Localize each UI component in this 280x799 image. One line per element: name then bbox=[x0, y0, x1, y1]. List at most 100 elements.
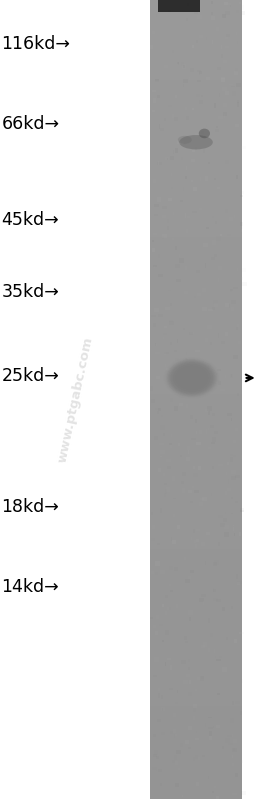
Bar bbox=[221, 54, 223, 58]
Bar bbox=[150, 551, 242, 554]
Bar bbox=[208, 648, 210, 652]
Bar bbox=[191, 180, 193, 182]
Bar bbox=[168, 290, 171, 292]
Bar bbox=[168, 198, 172, 201]
Bar bbox=[150, 759, 242, 761]
Bar bbox=[150, 538, 242, 541]
Bar bbox=[185, 265, 187, 270]
Bar bbox=[150, 711, 242, 714]
Bar bbox=[150, 296, 242, 298]
Bar bbox=[169, 584, 171, 586]
Bar bbox=[195, 133, 198, 137]
Bar bbox=[150, 458, 242, 461]
Bar bbox=[172, 113, 174, 118]
Bar bbox=[216, 58, 218, 59]
Bar bbox=[150, 631, 242, 634]
Bar bbox=[150, 360, 242, 362]
Bar bbox=[227, 734, 232, 737]
Bar bbox=[237, 102, 239, 107]
Bar bbox=[150, 797, 242, 799]
Bar bbox=[150, 599, 242, 602]
Bar bbox=[221, 78, 225, 82]
Bar bbox=[186, 403, 188, 408]
Bar bbox=[214, 103, 216, 108]
Bar bbox=[220, 234, 222, 236]
Bar bbox=[195, 372, 197, 376]
Bar bbox=[150, 737, 242, 741]
Bar bbox=[150, 309, 242, 312]
Bar bbox=[188, 692, 192, 696]
Bar bbox=[171, 173, 172, 176]
Bar bbox=[172, 514, 175, 517]
Ellipse shape bbox=[170, 362, 213, 394]
Bar bbox=[150, 66, 242, 70]
Bar bbox=[231, 308, 234, 311]
Bar bbox=[225, 91, 230, 95]
Bar bbox=[150, 82, 242, 85]
Bar bbox=[150, 698, 242, 701]
Bar bbox=[150, 346, 242, 349]
Bar bbox=[185, 358, 187, 360]
Bar bbox=[208, 777, 209, 778]
Bar bbox=[150, 269, 242, 272]
Bar bbox=[150, 258, 242, 261]
Ellipse shape bbox=[169, 360, 215, 396]
Ellipse shape bbox=[178, 368, 206, 388]
Bar bbox=[150, 373, 242, 376]
Bar bbox=[150, 559, 242, 562]
Bar bbox=[175, 783, 179, 787]
Bar bbox=[151, 315, 156, 316]
Bar bbox=[158, 254, 160, 258]
Bar bbox=[239, 225, 243, 229]
Bar bbox=[197, 629, 199, 631]
Bar bbox=[150, 610, 242, 613]
Bar bbox=[158, 694, 160, 698]
Bar bbox=[166, 487, 169, 491]
Bar bbox=[150, 733, 242, 735]
Bar bbox=[227, 2, 231, 5]
Bar bbox=[150, 591, 242, 594]
Bar bbox=[237, 582, 240, 585]
Bar bbox=[201, 474, 203, 477]
Bar bbox=[224, 99, 228, 101]
Bar bbox=[175, 149, 178, 153]
Bar bbox=[150, 757, 242, 759]
Bar bbox=[228, 217, 234, 221]
Bar bbox=[150, 597, 242, 599]
Bar bbox=[156, 376, 160, 380]
Bar bbox=[190, 112, 193, 116]
Bar bbox=[196, 39, 198, 43]
Bar bbox=[205, 409, 209, 412]
Bar bbox=[205, 213, 207, 217]
Bar bbox=[234, 671, 238, 675]
Bar bbox=[150, 719, 242, 721]
Bar bbox=[232, 748, 237, 752]
Bar bbox=[150, 453, 242, 455]
Bar bbox=[232, 91, 236, 96]
Bar bbox=[236, 32, 237, 35]
Bar bbox=[225, 17, 228, 19]
Bar bbox=[186, 18, 188, 22]
Bar bbox=[181, 660, 186, 665]
Bar bbox=[150, 791, 242, 793]
Bar bbox=[231, 418, 232, 420]
Bar bbox=[231, 606, 233, 609]
Bar bbox=[150, 237, 242, 240]
Bar bbox=[222, 607, 225, 611]
Bar bbox=[150, 234, 242, 237]
Bar bbox=[235, 574, 238, 578]
Bar bbox=[150, 328, 242, 330]
Bar bbox=[156, 306, 158, 310]
Bar bbox=[150, 42, 242, 46]
Bar bbox=[150, 479, 242, 482]
Bar bbox=[199, 503, 203, 506]
Bar bbox=[180, 455, 181, 457]
Bar bbox=[205, 561, 206, 565]
Bar bbox=[150, 735, 242, 737]
Bar bbox=[150, 274, 242, 277]
Bar bbox=[209, 731, 212, 736]
Bar bbox=[220, 389, 225, 391]
Bar bbox=[189, 681, 190, 684]
Bar bbox=[150, 445, 242, 447]
Bar bbox=[150, 114, 242, 117]
